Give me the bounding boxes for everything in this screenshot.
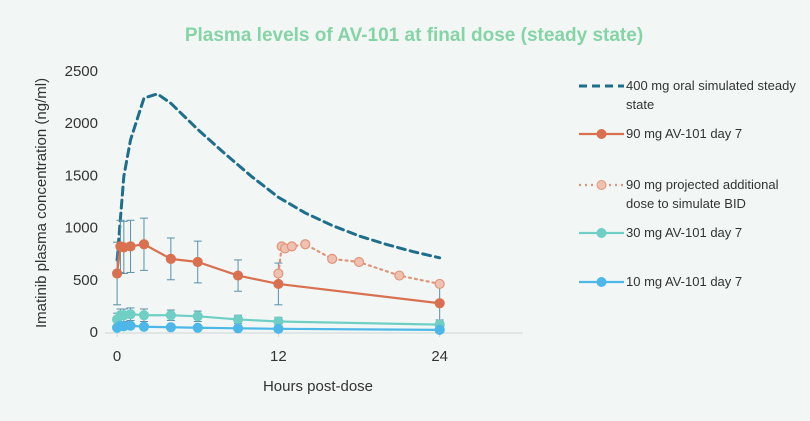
legend-marker (596, 228, 607, 238)
data-point (232, 314, 244, 325)
data-point (394, 270, 405, 281)
legend-label: 90 mg AV-101 day 7 (626, 126, 743, 141)
chart-title: Plasma levels of AV-101 at final dose (s… (185, 25, 643, 46)
data-point (125, 241, 136, 252)
y-tick-label: 2500 (65, 63, 98, 80)
legend-swatch (579, 84, 624, 88)
data-point (327, 253, 338, 264)
legend-label: 400 mg oral simulated steady state (626, 78, 796, 112)
legend-label: 30 mg AV-101 day 7 (626, 225, 743, 240)
data-point (165, 310, 176, 321)
y-tick-label: 0 (90, 324, 98, 341)
data-point (138, 310, 150, 321)
legend-item: 30 mg AV-101 day 7 (578, 223, 808, 242)
x-tick-label: 24 (431, 348, 448, 365)
data-point (434, 278, 445, 290)
data-point (138, 239, 150, 250)
data-point (273, 268, 284, 279)
legend-item: 10 mg AV-101 day 7 (578, 272, 808, 291)
legend-swatch (579, 180, 624, 190)
data-point (125, 309, 136, 320)
data-point (165, 253, 176, 264)
y-tick-label: 1500 (65, 167, 98, 184)
data-point (192, 311, 203, 322)
data-point (232, 323, 244, 334)
data-point (125, 320, 136, 331)
data-point (192, 322, 203, 333)
data-point (111, 268, 123, 279)
legend-item: 400 mg oral simulated steady state (578, 76, 808, 114)
legend-swatch (579, 129, 624, 139)
y-tick-label: 1000 (65, 220, 98, 237)
legend-item: 90 mg projected additional dose to simul… (578, 175, 808, 213)
legend-marker (596, 277, 607, 287)
legend-label: 90 mg projected additional dose to simul… (626, 177, 779, 211)
data-point (232, 270, 244, 281)
legend-swatch (579, 228, 624, 238)
legend-marker (596, 129, 607, 139)
x-tick-label: 12 (270, 348, 287, 365)
legend-item: 90 mg AV-101 day 7 (578, 124, 808, 143)
data-point (286, 241, 297, 252)
data-point (273, 323, 284, 334)
legend-swatch (579, 277, 624, 287)
series-line (277, 243, 441, 286)
data-point (273, 278, 284, 290)
data-point (165, 322, 176, 333)
x-axis-label: Hours post-dose (263, 378, 373, 395)
data-point (192, 256, 203, 268)
y-tick-label: 2000 (65, 115, 98, 132)
x-tick-label: 0 (113, 348, 121, 365)
data-point (434, 324, 445, 335)
data-point (353, 256, 365, 268)
data-point (138, 321, 150, 332)
legend-marker (596, 180, 607, 190)
y-axis-label: Imatinib plasma concentration (ng/ml) (33, 78, 50, 328)
y-tick-label: 500 (73, 272, 98, 289)
data-point (434, 298, 445, 309)
data-point (300, 239, 311, 250)
legend-label: 10 mg AV-101 day 7 (626, 274, 743, 289)
series-line (115, 92, 442, 262)
